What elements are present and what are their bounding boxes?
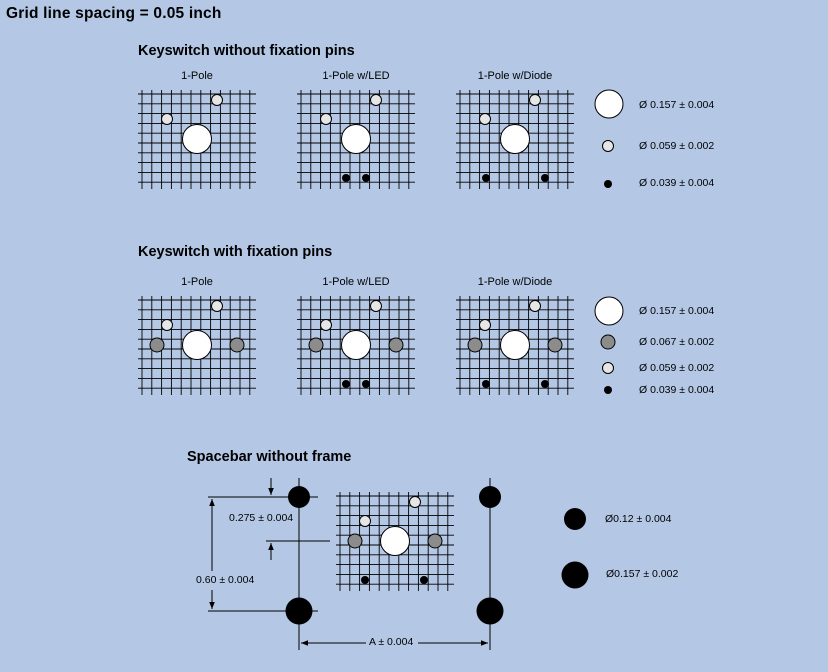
diode-pin-hole	[482, 380, 490, 388]
switch-contact-hole	[320, 319, 332, 331]
fixation-pin-hole	[388, 337, 404, 353]
led-pin-hole	[362, 380, 370, 388]
fixation-pin-hole	[347, 533, 363, 549]
diode-pin-hole	[541, 380, 549, 388]
switch-contact-hole	[479, 113, 491, 125]
footprint-label-1pole-led: 1-Pole w/LED	[322, 276, 390, 288]
footprint-label-1pole-diode: 1-Pole w/Diode	[477, 70, 553, 82]
switch-contact-hole	[211, 300, 223, 312]
legend-text-fixation-pin: Ø 0.067 ± 0.002	[639, 336, 715, 348]
switch-center-hole	[182, 330, 212, 360]
fixation-pin-hole	[467, 337, 483, 353]
legend-symbol-large-hole	[594, 296, 624, 326]
legend-text-medium-hole: Ø 0.059 ± 0.002	[639, 362, 715, 374]
dimension-offset-label: 0.275 ± 0.004	[228, 512, 295, 524]
switch-contact-hole	[529, 300, 541, 312]
legend-symbol-medium-hole	[602, 140, 614, 152]
dimension-lines	[209, 478, 488, 646]
led-pin-hole	[361, 576, 369, 584]
switch-contact-hole	[161, 319, 173, 331]
fixation-pin-hole	[547, 337, 563, 353]
legend-symbol-stabilizer-hole	[564, 508, 586, 530]
switch-contact-hole	[161, 113, 173, 125]
switch-center-hole	[182, 124, 212, 154]
switch-contact-hole	[409, 496, 421, 508]
dimension-width-label: A ± 0.004	[368, 636, 415, 648]
stabilizer-hole-bottom-left	[285, 597, 313, 625]
switch-contact-hole	[211, 94, 223, 106]
footprint-label-1pole: 1-Pole	[181, 276, 213, 288]
switch-contact-hole	[359, 515, 371, 527]
legend-text-small-hole: Ø 0.039 ± 0.004	[639, 384, 715, 396]
fixation-pin-hole	[229, 337, 245, 353]
stabilizer-hole-bottom-right	[476, 597, 504, 625]
led-pin-hole	[420, 576, 428, 584]
legend-text-small-hole: Ø 0.039 ± 0.004	[639, 177, 715, 189]
footprint-grid	[297, 296, 415, 395]
footprint-label-1pole: 1-Pole	[181, 70, 213, 82]
switch-contact-hole	[479, 319, 491, 331]
section-title-spacebar: Spacebar without frame	[187, 449, 352, 465]
switch-center-hole	[500, 124, 530, 154]
switch-contact-hole	[370, 300, 382, 312]
led-pin-hole	[362, 174, 370, 182]
legend-symbol-fixation-pin	[600, 334, 616, 350]
legend-symbol-small-hole	[604, 386, 612, 394]
section-title-no-pins: Keyswitch without fixation pins	[138, 43, 355, 59]
footprint-label-1pole-led: 1-Pole w/LED	[322, 70, 390, 82]
switch-center-hole	[500, 330, 530, 360]
legend-text-large-hole: Ø 0.157 ± 0.004	[639, 305, 715, 317]
legend-symbol-large-hole	[594, 89, 624, 119]
legend-text-stabilizer-large-hole: Ø0.157 ± 0.002	[606, 568, 679, 580]
legend-symbol-medium-hole	[602, 362, 614, 374]
led-pin-hole	[342, 380, 350, 388]
stabilizer-hole-top-left	[288, 486, 310, 508]
fixation-pin-hole	[427, 533, 443, 549]
legend-text-large-hole: Ø 0.157 ± 0.004	[639, 99, 715, 111]
footprint-grid	[138, 296, 256, 395]
fixation-pin-hole	[149, 337, 165, 353]
switch-contact-hole	[370, 94, 382, 106]
section-title-with-pins: Keyswitch with fixation pins	[138, 244, 333, 260]
dimension-height-label: 0.60 ± 0.004	[195, 574, 256, 586]
led-pin-hole	[342, 174, 350, 182]
legend-symbol-small-hole	[604, 180, 612, 188]
stabilizer-hole-top-right	[479, 486, 501, 508]
switch-center-hole	[341, 330, 371, 360]
switch-contact-hole	[529, 94, 541, 106]
footprint-label-1pole-diode: 1-Pole w/Diode	[477, 276, 553, 288]
switch-contact-hole	[320, 113, 332, 125]
page-title: Grid line spacing = 0.05 inch	[6, 5, 222, 22]
diode-pin-hole	[482, 174, 490, 182]
legend-text-medium-hole: Ø 0.059 ± 0.002	[639, 140, 715, 152]
legend-text-stabilizer-hole: Ø0.12 ± 0.004	[605, 513, 672, 525]
switch-center-hole	[341, 124, 371, 154]
diode-pin-hole	[541, 174, 549, 182]
switch-center-hole	[380, 526, 410, 556]
legend-symbol-stabilizer-large-hole	[561, 561, 589, 589]
fixation-pin-hole	[308, 337, 324, 353]
